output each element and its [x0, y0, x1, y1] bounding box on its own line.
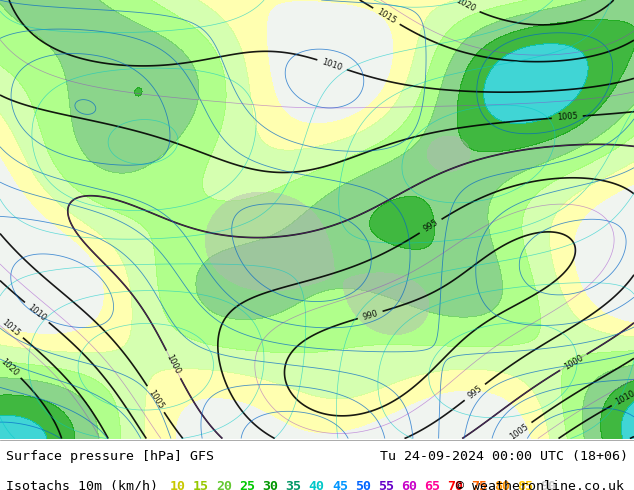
Text: Surface pressure [hPa] GFS: Surface pressure [hPa] GFS [6, 450, 214, 463]
Text: Isotachs 10m (km/h): Isotachs 10m (km/h) [6, 480, 166, 490]
Text: 30: 30 [262, 480, 278, 490]
Text: © weatheronline.co.uk: © weatheronline.co.uk [456, 480, 624, 490]
Text: 1020: 1020 [454, 0, 477, 14]
Text: 1005: 1005 [508, 422, 530, 441]
Text: 20: 20 [216, 480, 232, 490]
Text: 35: 35 [285, 480, 302, 490]
Text: 1005: 1005 [557, 112, 578, 122]
Text: Tu 24-09-2024 00:00 UTC (18+06): Tu 24-09-2024 00:00 UTC (18+06) [380, 450, 628, 463]
Text: 85: 85 [517, 480, 533, 490]
Text: 995: 995 [422, 218, 439, 234]
Text: 1000: 1000 [165, 353, 182, 376]
Text: 70: 70 [448, 480, 463, 490]
Text: 1015: 1015 [0, 318, 22, 338]
Text: 40: 40 [309, 480, 325, 490]
Text: 60: 60 [401, 480, 417, 490]
Text: 50: 50 [355, 480, 371, 490]
Text: 75: 75 [470, 480, 487, 490]
Text: 55: 55 [378, 480, 394, 490]
Text: 1015: 1015 [375, 7, 398, 25]
Text: 1000: 1000 [562, 353, 585, 371]
Text: 90: 90 [540, 480, 556, 490]
Text: 15: 15 [193, 480, 209, 490]
Text: 995: 995 [466, 384, 484, 401]
Text: 1020: 1020 [0, 357, 20, 377]
Text: 1010: 1010 [26, 302, 48, 322]
Text: 1010: 1010 [321, 57, 344, 72]
Text: 80: 80 [494, 480, 510, 490]
Text: 10: 10 [170, 480, 186, 490]
Text: 25: 25 [240, 480, 256, 490]
Text: 45: 45 [332, 480, 348, 490]
Text: 990: 990 [361, 308, 379, 321]
Text: 1005: 1005 [146, 388, 165, 411]
Text: 1010: 1010 [614, 389, 634, 407]
Text: 65: 65 [424, 480, 441, 490]
